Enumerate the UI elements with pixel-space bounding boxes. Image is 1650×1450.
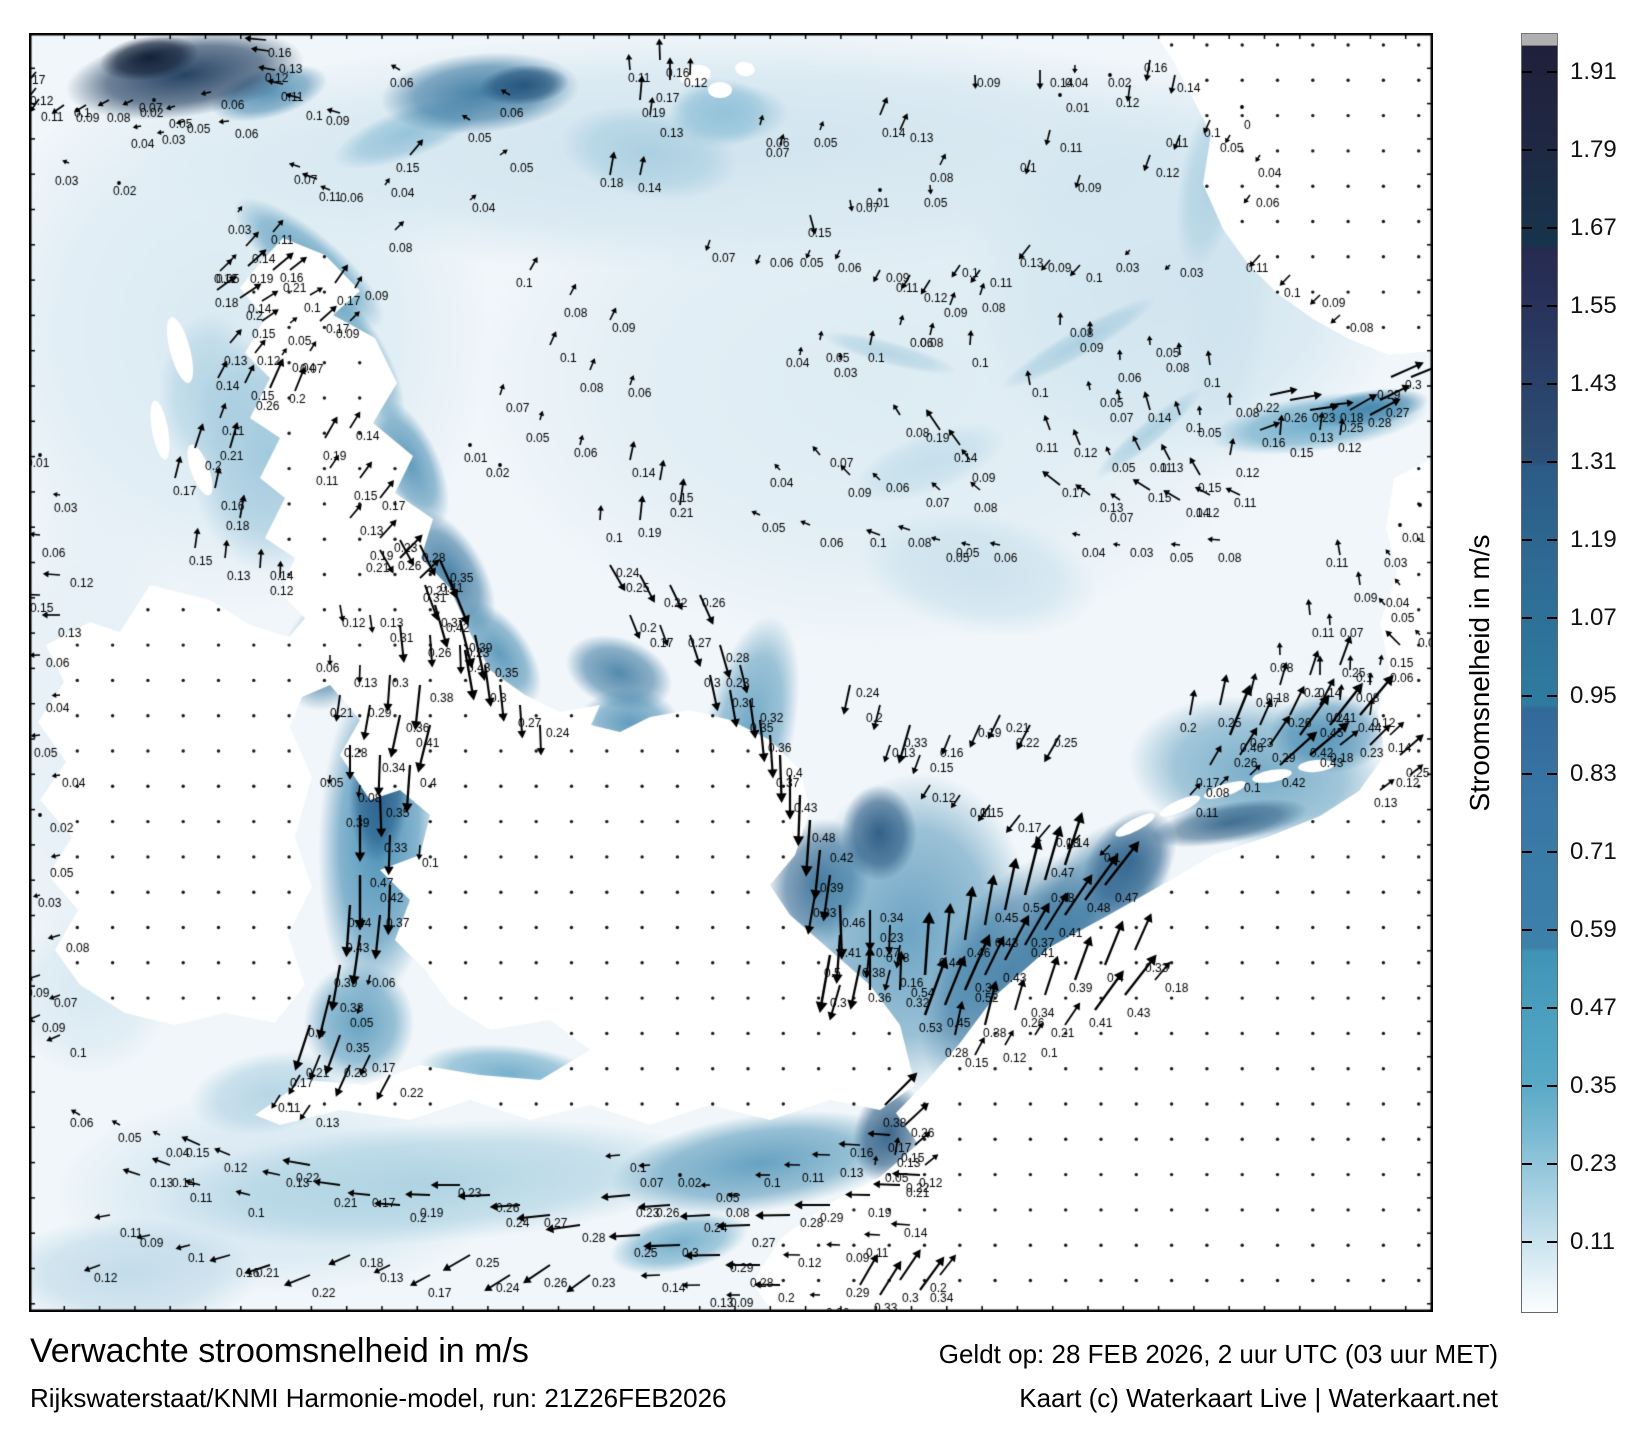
colorbar-tick-mark [1522, 70, 1532, 73]
colorbar-tick-mark [1547, 148, 1557, 151]
colorbar-tick-mark [1522, 1084, 1532, 1087]
colorbar-tick-mark [1547, 1162, 1557, 1165]
map-title: Verwachte stroomsnelheid in m/s [30, 1332, 529, 1370]
colorbar-tick-mark [1522, 1240, 1532, 1243]
colorbar-tick-mark [1547, 226, 1557, 229]
colorbar-tick-label: 0.23 [1570, 1149, 1617, 1177]
colorbar-tick-label: 0.11 [1570, 1227, 1615, 1255]
colorbar-tick-mark [1522, 538, 1532, 541]
colorbar-tick-mark [1522, 460, 1532, 463]
colorbar-tick-label: 1.07 [1570, 603, 1617, 631]
colorbar-tick-mark [1547, 1006, 1557, 1009]
colorbar-tick-label: 1.79 [1570, 135, 1617, 163]
colorbar-tick-mark [1547, 70, 1557, 73]
colorbar-tick-mark [1522, 616, 1532, 619]
colorbar-tick-mark [1522, 148, 1532, 151]
colorbar-tick-label: 0.95 [1570, 681, 1617, 709]
colorbar-tick-label: 1.19 [1570, 525, 1617, 553]
colorbar-tick-label: 0.71 [1570, 837, 1617, 865]
colorbar-tick-label: 1.31 [1570, 447, 1617, 475]
colorbar-tick-mark [1522, 1162, 1532, 1165]
valid-time-text: Geldt op: 28 FEB 2026, 2 uur UTC (03 uur… [938, 1339, 1498, 1369]
colorbar [1521, 33, 1558, 1313]
colorbar-tick-mark [1547, 850, 1557, 853]
colorbar-tick-mark [1522, 382, 1532, 385]
colorbar-tick-mark [1547, 928, 1557, 931]
colorbar-tick-mark [1522, 1006, 1532, 1009]
colorbar-tick-label: 0.59 [1570, 915, 1617, 943]
colorbar-tick-label: 1.91 [1570, 57, 1617, 85]
credit-text: Kaart (c) Waterkaart Live | Waterkaart.n… [1019, 1383, 1498, 1413]
colorbar-tick-mark [1522, 850, 1532, 853]
colorbar-tick-label: 0.47 [1570, 993, 1617, 1021]
colorbar-overflow-cap [1521, 33, 1558, 46]
colorbar-tick-mark [1547, 616, 1557, 619]
colorbar-tick-label: 0.83 [1570, 759, 1617, 787]
colorbar-tick-mark [1522, 772, 1532, 775]
colorbar-tick-mark [1547, 1084, 1557, 1087]
colorbar-tick-mark [1547, 304, 1557, 307]
model-run-subtitle: Rijkswaterstaat/KNMI Harmonie-model, run… [30, 1383, 727, 1413]
colorbar-axis-label: Stroomsnelheid in m/s [1464, 534, 1495, 812]
colorbar-tick-mark [1547, 694, 1557, 697]
colorbar-tick-mark [1522, 304, 1532, 307]
colorbar-tick-mark [1547, 460, 1557, 463]
colorbar-tick-label: 0.35 [1570, 1071, 1617, 1099]
colorbar-tick-mark [1522, 226, 1532, 229]
colorbar-tick-mark [1522, 694, 1532, 697]
colorbar-tick-mark [1547, 1240, 1557, 1243]
colorbar-tick-mark [1547, 772, 1557, 775]
current-speed-map [29, 33, 1433, 1312]
colorbar-tick-label: 1.67 [1570, 213, 1617, 241]
colorbar-tick-label: 1.43 [1570, 369, 1617, 397]
colorbar-tick-label: 1.55 [1570, 291, 1617, 319]
colorbar-tick-mark [1547, 538, 1557, 541]
colorbar-tick-mark [1547, 382, 1557, 385]
colorbar-tick-mark [1522, 928, 1532, 931]
